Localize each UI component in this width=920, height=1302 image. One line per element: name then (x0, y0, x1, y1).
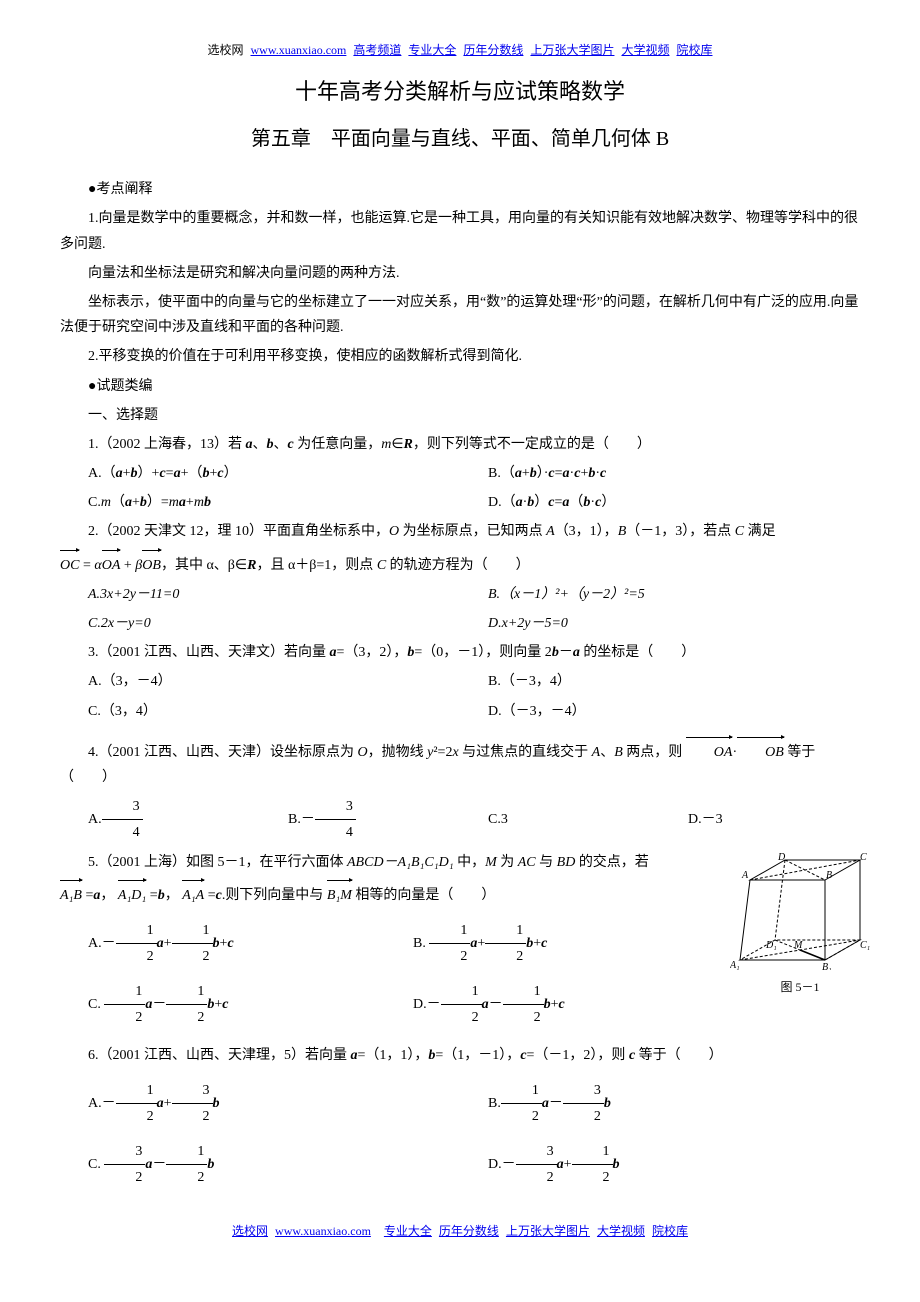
parallelepiped-icon: A B C D A₁ B₁ C₁ D₁ M (730, 850, 870, 970)
body-para: 向量法和坐标法是研究和解决向量问题的两种方法. (60, 261, 860, 286)
question-formula: A₁B =a， A₁D₁ =b， A₁A =c.则下列向量中与 B₁M 相等的向… (60, 879, 710, 908)
footer-site-label[interactable]: 选校网 (232, 1224, 268, 1238)
option-a: A.3x+2y－11=0 (60, 582, 460, 607)
option-a: A.（a+b）+c=a+（b+c） (60, 461, 460, 486)
header-link[interactable]: 院校库 (676, 43, 712, 57)
header-link[interactable]: 大学视频 (621, 43, 669, 57)
question-stem: 2.（2002 天津文 12，理 10）平面直角坐标系中，O 为坐标原点，已知两… (60, 519, 860, 544)
option-a: A.－12a+32b (60, 1078, 460, 1129)
option-a: A.－12a+12b+c (60, 918, 385, 969)
option-b: B. 12a+12b+c (385, 918, 710, 969)
option-d: D.－12a－12b+c (385, 979, 710, 1030)
vector-oc: OC (60, 549, 79, 578)
vector-a1a: A₁A (182, 879, 204, 908)
svg-text:D: D (777, 852, 786, 863)
option-d: D.－32a+12b (460, 1139, 860, 1190)
option-row: C.m（a+b）=ma+mb D.（a·b）c=a（b·c） (60, 490, 860, 515)
doc-title: 十年高考分类解析与应试策略数学 (60, 72, 860, 112)
site-url-link[interactable]: www.xuanxiao.com (251, 43, 347, 57)
question-stem: 3.（2001 江西、山西、天津文）若向量 a=（3，2），b=（0，－1），则… (60, 640, 860, 665)
svg-text:D₁: D₁ (765, 940, 777, 951)
vector-b1m: B₁M (327, 879, 352, 908)
option-row: A.34 B.－34 C.3 D.－3 (60, 794, 860, 845)
footer-site-url[interactable]: www.xuanxiao.com (275, 1224, 371, 1238)
option-b: B.12a－32b (460, 1078, 860, 1129)
question-stem: 4.（2001 江西、山西、天津）设坐标原点为 O，抛物线 y²=2x 与过焦点… (60, 736, 860, 790)
footer-link[interactable]: 院校库 (652, 1224, 688, 1238)
vector-oa: OA (686, 736, 733, 765)
svg-text:C₁: C₁ (860, 940, 870, 951)
vector-a1d1: A₁D₁ (118, 879, 146, 908)
vector-oa: OA (102, 549, 121, 578)
section-heading: ●考点阐释 (60, 177, 860, 202)
svg-text:B₁: B₁ (822, 962, 832, 970)
option-b: B.（x－1）²+（y－2）²=5 (460, 582, 860, 607)
option-c: C.2x－y=0 (60, 611, 460, 636)
question-5: A B C D A₁ B₁ C₁ D₁ M 图 5－1 5.（2001 上海）如… (60, 850, 860, 1031)
option-d: D.x+2y－5=0 (460, 611, 860, 636)
option-d: D.－3 (660, 807, 860, 832)
footer-link[interactable]: 专业大全 (384, 1224, 432, 1238)
option-b: B.（－3，4） (460, 669, 860, 694)
question-stem: 1.（2002 上海春，13）若 a、b、c 为任意向量，m∈R，则下列等式不一… (60, 432, 860, 457)
header-link[interactable]: 上万张大学图片 (530, 43, 614, 57)
option-d: D.（－3，－4） (460, 699, 860, 724)
option-b: B.－34 (260, 794, 460, 845)
footer-links: 选校网 www.xuanxiao.com 专业大全 历年分数线 上万张大学图片 … (60, 1221, 860, 1243)
option-b: B.（a+b）·c=a·c+b·c (460, 461, 860, 486)
site-label: 选校网 (208, 43, 244, 57)
section-heading: 一、选择题 (60, 403, 860, 428)
option-c: C.m（a+b）=ma+mb (60, 490, 460, 515)
svg-text:A₁: A₁ (730, 960, 740, 970)
section-heading: ●试题类编 (60, 374, 860, 399)
option-row: C. 12a－12b+c D.－12a－12b+c (60, 979, 710, 1030)
header-link[interactable]: 高考频道 (353, 43, 401, 57)
svg-text:M: M (793, 940, 803, 951)
footer-link[interactable]: 历年分数线 (439, 1224, 499, 1238)
svg-text:A: A (741, 870, 749, 881)
figure-caption: 图 5－1 (730, 977, 870, 999)
figure-5-1: A B C D A₁ B₁ C₁ D₁ M 图 5－1 (730, 850, 870, 999)
question-stem: 6.（2001 江西、山西、天津理，5）若向量 a=（1，1），b=（1，－1）… (60, 1043, 860, 1068)
option-d: D.（a·b）c=a（b·c） (460, 490, 860, 515)
option-row: A.（a+b）+c=a+（b+c） B.（a+b）·c=a·c+b·c (60, 461, 860, 486)
option-c: C.3 (460, 807, 660, 832)
header-links: 选校网 www.xuanxiao.com 高考频道 专业大全 历年分数线 上万张… (60, 40, 860, 62)
option-row: A.（3，－4） B.（－3，4） (60, 669, 860, 694)
option-c: C. 32a－12b (60, 1139, 460, 1190)
option-row: C.2x－y=0 D.x+2y－5=0 (60, 611, 860, 636)
option-c: C. 12a－12b+c (60, 979, 385, 1030)
header-link[interactable]: 专业大全 (408, 43, 456, 57)
chapter-title: 第五章 平面向量与直线、平面、简单几何体 B (60, 121, 860, 157)
svg-text:B: B (826, 870, 832, 881)
body-para: 坐标表示，使平面中的向量与它的坐标建立了一一对应关系，用“数”的运算处理“形”的… (60, 290, 860, 340)
footer-link[interactable]: 大学视频 (597, 1224, 645, 1238)
option-a: A.34 (60, 794, 260, 845)
option-a: A.（3，－4） (60, 669, 460, 694)
body-para: 2.平移变换的价值在于可利用平移变换，使相应的函数解析式得到简化. (60, 344, 860, 369)
question-stem: 5.（2001 上海）如图 5－1，在平行六面体 ABCD－A₁B₁C₁D₁ 中… (60, 850, 710, 875)
option-row: A.－12a+32b B.12a－32b (60, 1078, 860, 1129)
vector-ob: OB (142, 549, 161, 578)
question-formula: OC = αOA + βOB，其中 α、β∈R，且 α＋β=1，则点 C 的轨迹… (60, 549, 860, 578)
header-link[interactable]: 历年分数线 (463, 43, 523, 57)
option-row: C.（3，4） D.（－3，－4） (60, 699, 860, 724)
footer-link[interactable]: 上万张大学图片 (506, 1224, 590, 1238)
option-row: A.－12a+12b+c B. 12a+12b+c (60, 918, 710, 969)
svg-text:C: C (860, 852, 867, 863)
vector-ob: OB (737, 736, 784, 765)
option-row: A.3x+2y－11=0 B.（x－1）²+（y－2）²=5 (60, 582, 860, 607)
option-c: C.（3，4） (60, 699, 460, 724)
vector-a1b: A₁B (60, 879, 82, 908)
option-row: C. 32a－12b D.－32a+12b (60, 1139, 860, 1190)
body-para: 1.向量是数学中的重要概念，并和数一样，也能运算.它是一种工具，用向量的有关知识… (60, 206, 860, 256)
